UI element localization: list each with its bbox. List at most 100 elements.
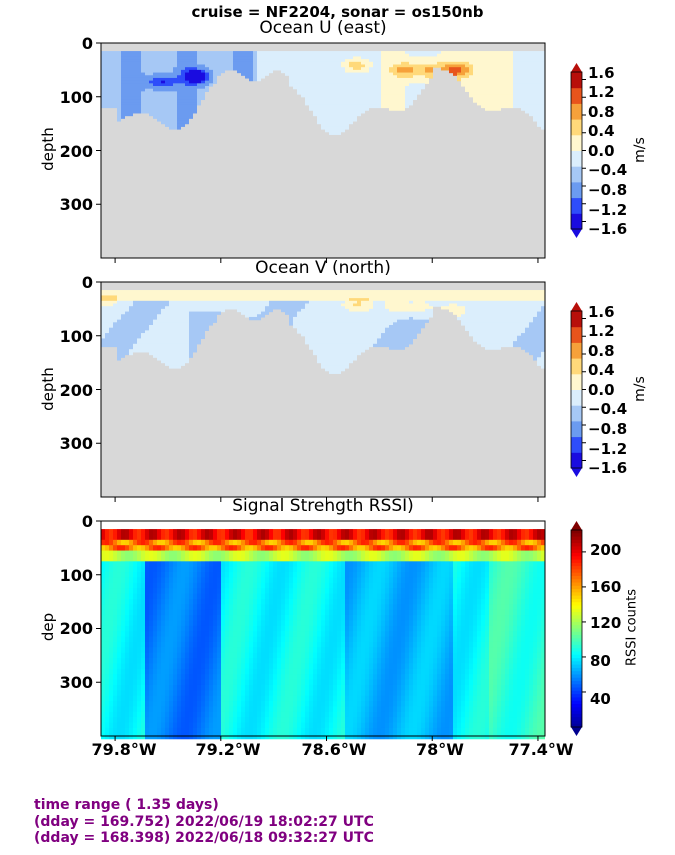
data-cell: [157, 641, 161, 648]
data-cell: [249, 64, 253, 68]
data-cell: [485, 80, 489, 84]
data-cell: [297, 86, 301, 90]
data-cell: [285, 303, 289, 307]
data-cell: [153, 104, 157, 109]
data-cell: [537, 96, 541, 101]
data-cell: [121, 566, 125, 573]
data-cell: [345, 311, 349, 315]
data-cell: [185, 104, 189, 109]
data-cell: [117, 75, 121, 79]
data-cell: [145, 110, 149, 114]
data-cell: [325, 322, 329, 326]
data-cell: [161, 118, 165, 122]
data-cell: [205, 75, 209, 79]
data-cell: [129, 99, 133, 103]
data-cell: [109, 674, 113, 681]
data-cell: [541, 306, 545, 310]
data-cell: [509, 308, 513, 313]
data-cell: [417, 311, 421, 315]
data-cell: [381, 80, 385, 84]
data-cell: [193, 51, 197, 55]
data-cell: [181, 314, 185, 318]
data-cell: [117, 658, 121, 665]
data-cell: [109, 341, 113, 345]
data-cell: [125, 308, 129, 313]
data-cell: [373, 298, 377, 302]
data-cell: [153, 327, 157, 331]
data-cell: [109, 316, 113, 321]
data-cell: [357, 349, 361, 353]
data-cell: [117, 118, 121, 122]
data-cell: [173, 88, 177, 92]
data-cell: [461, 308, 465, 313]
data-cell: [265, 72, 269, 76]
data-cell: [189, 99, 193, 103]
data-cell: [133, 572, 137, 579]
data-cell: [453, 67, 457, 71]
data-cell: [297, 306, 301, 310]
data-cell: [265, 67, 269, 71]
data-cell: [101, 588, 105, 595]
data-cell: [541, 115, 545, 119]
data-cell: [357, 298, 361, 302]
data-cell: [153, 300, 157, 305]
data-cell: [425, 51, 429, 55]
data-cell: [273, 56, 277, 60]
data-cell: [481, 75, 485, 79]
data-cell: [525, 330, 529, 334]
colorbar-tick: 1.2: [588, 83, 615, 101]
data-cell: [353, 308, 357, 313]
data-cell: [521, 290, 525, 294]
data-cell: [153, 308, 157, 313]
data-cell: [177, 110, 181, 114]
data-cell: [509, 99, 513, 103]
data-cell: [125, 110, 129, 114]
data-cell: [325, 94, 329, 98]
data-cell: [349, 51, 353, 55]
data-cell: [169, 550, 173, 557]
data-cell: [361, 300, 365, 305]
data-cell: [129, 75, 133, 79]
data-cell: [397, 88, 401, 92]
data-cell: [381, 59, 385, 63]
data-cell: [141, 80, 145, 84]
data-cell: [365, 96, 369, 101]
data-cell: [149, 94, 153, 98]
data-cell: [265, 51, 269, 55]
data-cell: [229, 295, 233, 299]
data-cell: [357, 306, 361, 310]
data-cell: [373, 341, 377, 345]
data-cell: [157, 56, 161, 60]
data-cell: [393, 346, 397, 350]
data-cell: [309, 77, 313, 82]
data-cell: [149, 300, 153, 305]
data-cell: [117, 343, 121, 348]
data-cell: [505, 59, 509, 63]
data-cell: [413, 69, 417, 74]
data-cell: [501, 290, 505, 294]
data-cell: [325, 333, 329, 337]
data-cell: [345, 88, 349, 92]
data-cell: [129, 308, 133, 313]
data-cell: [149, 341, 153, 345]
data-cell: [125, 77, 129, 82]
data-cell: [493, 104, 497, 109]
data-cell: [161, 110, 165, 114]
data-cell: [457, 300, 461, 305]
data-cell: [365, 319, 369, 323]
data-cell: [193, 322, 197, 326]
data-cell: [493, 96, 497, 101]
data-cell: [489, 292, 493, 297]
data-cell: [485, 292, 489, 297]
data-cell: [493, 107, 497, 111]
data-cell: [409, 83, 413, 87]
data-cell: [497, 86, 501, 90]
data-cell: [145, 88, 149, 92]
data-cell: [481, 67, 485, 71]
data-cell: [137, 295, 141, 299]
data-cell: [441, 300, 445, 305]
data-cell: [401, 69, 405, 74]
data-cell: [101, 341, 105, 345]
data-cell: [241, 308, 245, 313]
data-cell: [493, 67, 497, 71]
